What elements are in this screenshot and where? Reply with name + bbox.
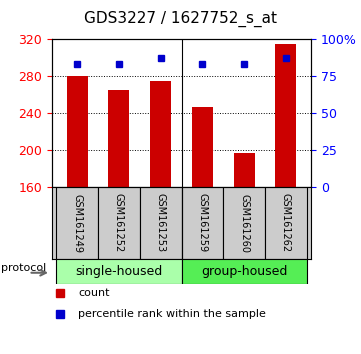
Bar [67,76,87,187]
Bar [234,153,255,187]
Bar [182,259,307,284]
Bar [56,259,182,284]
Text: group-housed: group-housed [201,265,287,278]
Bar [98,187,140,259]
Bar [150,81,171,187]
Text: single-housed: single-housed [75,265,162,278]
Bar [192,107,213,187]
Text: protocol: protocol [1,263,46,273]
Text: percentile rank within the sample: percentile rank within the sample [78,309,266,319]
Bar [108,90,129,187]
Bar [182,187,223,259]
Text: GSM161249: GSM161249 [72,194,82,252]
Bar [56,187,98,259]
Text: GSM161260: GSM161260 [239,194,249,252]
Text: GSM161259: GSM161259 [197,193,207,252]
Text: GSM161252: GSM161252 [114,193,124,253]
Bar [223,187,265,259]
Text: count: count [78,288,109,298]
Text: GSM161262: GSM161262 [281,193,291,252]
Bar [275,44,296,187]
Bar [265,187,307,259]
Text: GDS3227 / 1627752_s_at: GDS3227 / 1627752_s_at [84,11,277,27]
Text: GSM161253: GSM161253 [156,193,166,252]
Bar [140,187,182,259]
